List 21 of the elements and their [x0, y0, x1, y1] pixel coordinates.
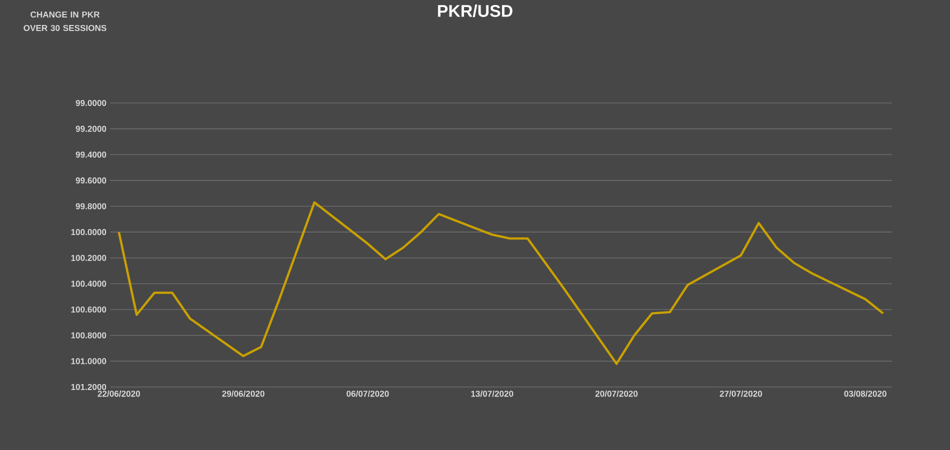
y-tick-label: 99.8000: [76, 203, 106, 210]
x-tick-label: 03/08/2020: [844, 390, 886, 397]
y-tick-label: 101.0000: [71, 358, 106, 364]
y-tick-label: 100.4000: [71, 280, 106, 287]
x-tick-label: 22/06/2020: [98, 390, 140, 397]
y-tick-label: 100.2000: [71, 254, 106, 261]
y-tick-label: 101.2000: [71, 384, 106, 390]
y-tick-label: 99.4000: [76, 152, 106, 158]
y-tick-label: 100.0000: [71, 229, 106, 236]
chart-title: PKR/USD: [438, 4, 512, 18]
x-tick-label: 06/07/2020: [346, 390, 389, 397]
y-tick-label: 99.2000: [76, 126, 106, 132]
y-tick-label: 99.0000: [76, 100, 106, 106]
y-tick-label: 99.6000: [76, 177, 106, 184]
y-tick-label: 100.8000: [71, 332, 106, 338]
text: CHANGE IN PKR OVER 30 SESSIONS: [24, 12, 106, 32]
x-tick-label: 27/07/2020: [720, 390, 762, 397]
x-tick-label: 29/06/2020: [222, 390, 264, 397]
x-tick-label: 13/07/2020: [471, 390, 514, 397]
x-tick-label: 20/07/2020: [595, 390, 638, 397]
y-tick-label: 100.6000: [71, 306, 106, 313]
